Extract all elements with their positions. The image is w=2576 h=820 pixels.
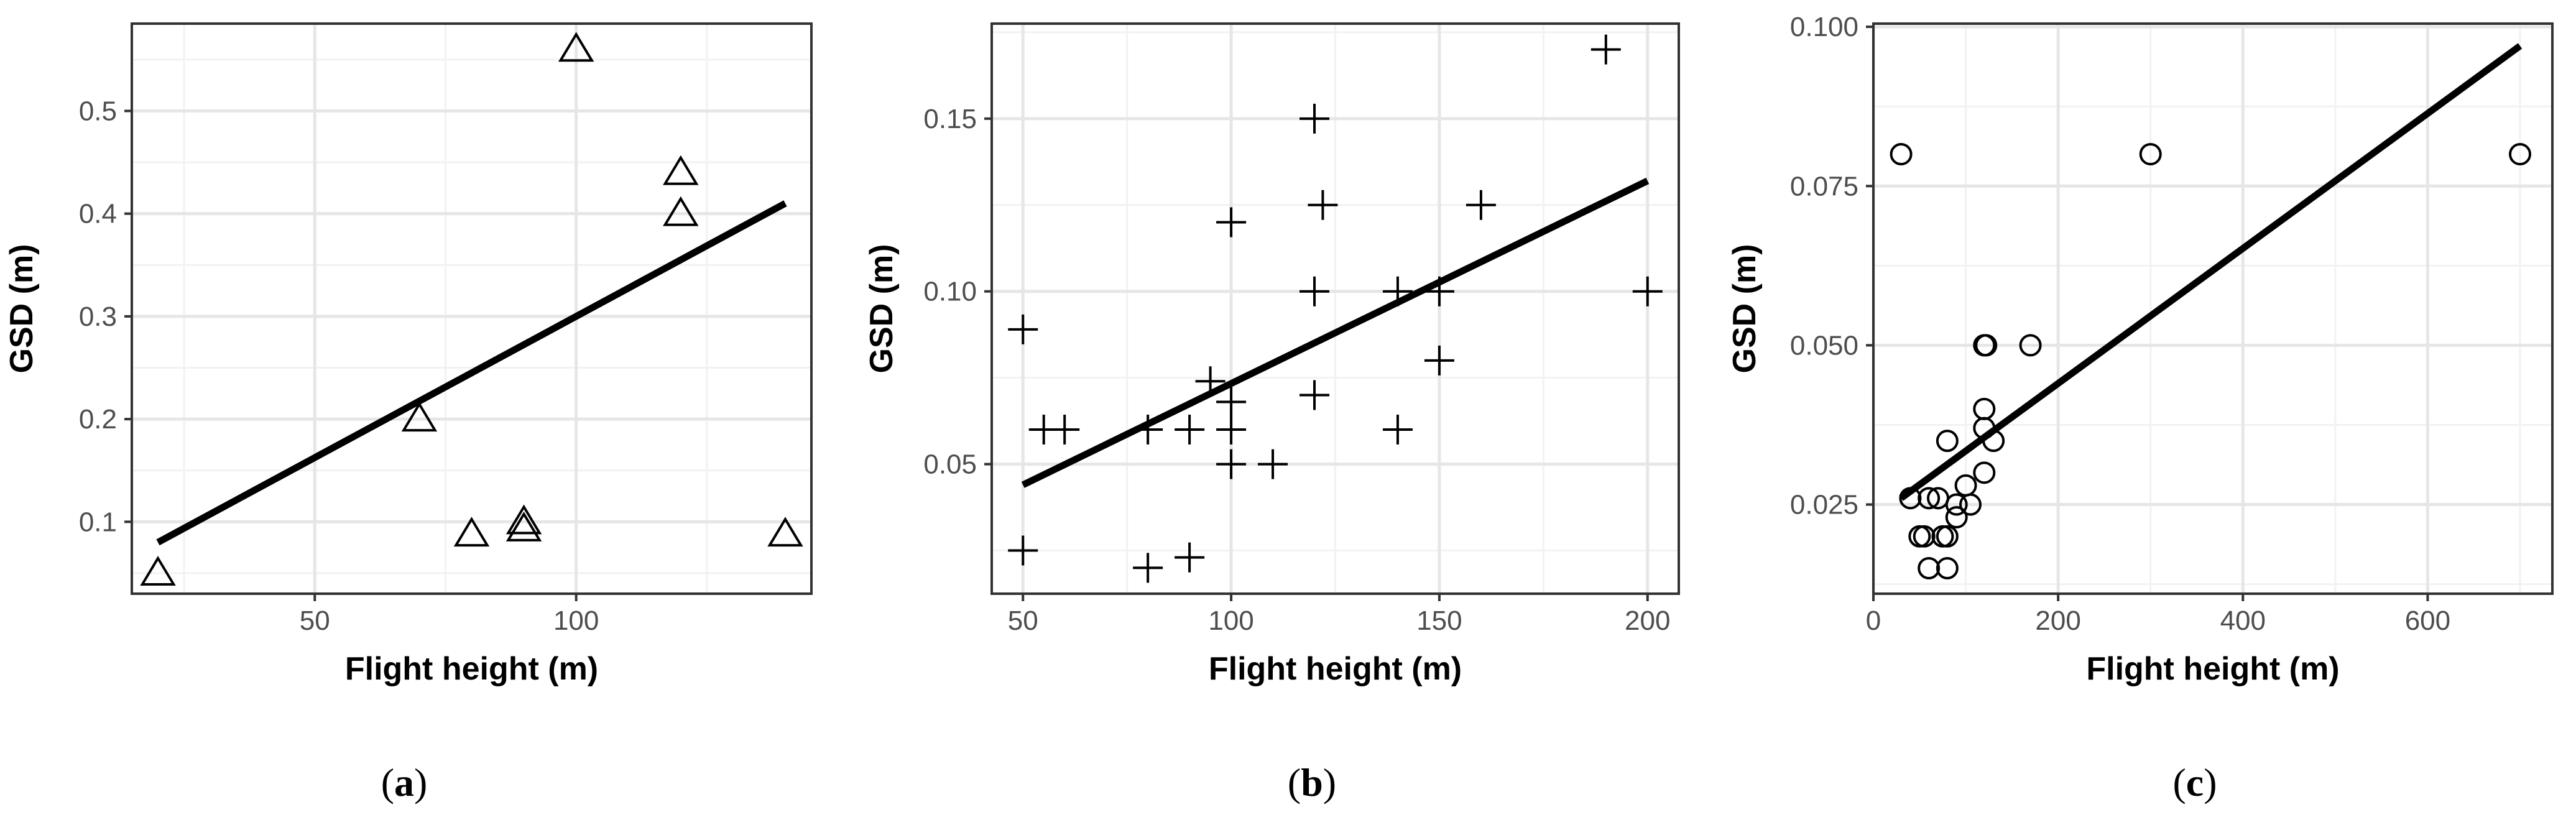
- y-tick-label: 0.10: [923, 277, 977, 307]
- data-point-circle: [1945, 506, 1968, 529]
- y-tick-label: 0.075: [1790, 171, 1858, 201]
- plot-frame: [990, 22, 1680, 595]
- x-tick-label: 150: [1416, 606, 1462, 636]
- panel-label: (c): [2172, 760, 2217, 804]
- x-tick-label: 200: [1625, 606, 1670, 636]
- data-point-triangle: [140, 556, 176, 586]
- data-point-triangle: [506, 512, 542, 541]
- data-point-plus: [1590, 34, 1621, 65]
- x-tick-label: 0: [1866, 606, 1881, 636]
- data-point-circle: [1918, 487, 1941, 510]
- data-point-triangle: [558, 32, 594, 62]
- data-point-plus: [1632, 276, 1663, 306]
- x-tick-label: 600: [2405, 606, 2450, 636]
- data-point-circle: [2139, 143, 2162, 166]
- data-point-plus: [1300, 103, 1330, 134]
- y-tick-label: 0.3: [79, 302, 117, 332]
- regression-line: [156, 200, 787, 546]
- data-point-plus: [1308, 190, 1338, 220]
- data-point-circle: [1973, 461, 1996, 484]
- data-point-circle: [1936, 525, 1959, 548]
- x-axis-title: Flight height (m): [2086, 651, 2339, 687]
- y-tick-label: 0.2: [79, 404, 117, 435]
- panel-label: (b): [1288, 760, 1336, 804]
- regression-line: [1021, 177, 1650, 488]
- data-point-plus: [1175, 542, 1205, 573]
- chart-panel-b: 50 100 150 200 0.05 0.10 0.15 Flight height (m)…: [864, 22, 1680, 804]
- data-point-circle: [1959, 493, 1982, 516]
- y-tick-label: 0.100: [1790, 12, 1858, 42]
- x-tick-label: 50: [1008, 606, 1038, 636]
- data-point-triangle: [663, 155, 699, 185]
- regression-line: [1899, 43, 2523, 501]
- chart-panel-c: 0 200 400 600 0.025 0.050 0.075 0.100 Flight hei…: [1727, 12, 2554, 804]
- data-point-plus: [1258, 449, 1288, 479]
- y-tick-label: 0.4: [79, 199, 117, 229]
- x-tick-label: 100: [1208, 606, 1253, 636]
- data-point-plus: [1424, 276, 1454, 306]
- x-axis-title: Flight height (m): [1209, 651, 1462, 687]
- y-tick-label: 0.05: [923, 449, 977, 480]
- plot-background: [1873, 24, 2552, 594]
- data-point-circle: [2509, 143, 2531, 166]
- data-point-plus: [1008, 314, 1038, 344]
- plot-frame: [131, 22, 813, 595]
- y-axis-title: GSD (m): [4, 244, 40, 374]
- data-point-triangle: [663, 196, 699, 226]
- plot-frame: [1872, 22, 2554, 595]
- data-point-triangle: [506, 504, 542, 535]
- y-tick-label: 0.15: [923, 104, 977, 134]
- data-point-plus: [1133, 415, 1163, 445]
- data-point-circle: [1899, 487, 1922, 510]
- data-point-plus: [1008, 535, 1038, 566]
- data-point-plus: [1133, 553, 1163, 583]
- data-point-plus: [1175, 415, 1205, 445]
- data-point-circle: [1890, 143, 1913, 166]
- data-point-circle: [1918, 557, 1941, 580]
- y-tick-label: 0.050: [1790, 330, 1858, 361]
- y-tick-label: 0.1: [79, 507, 117, 537]
- data-point-plus: [1466, 190, 1496, 220]
- x-tick-label: 400: [2220, 606, 2266, 636]
- data-point-circle: [1982, 430, 2005, 453]
- x-tick-label: 200: [2035, 606, 2080, 636]
- data-point-plus: [1050, 415, 1080, 445]
- data-point-circle: [1913, 525, 1936, 548]
- chart-panel-a: 50 100 0.1 0.2 0.3 0.4 0.5 Flight height (m) GSD…: [4, 22, 813, 804]
- y-axis-title: GSD (m): [864, 244, 900, 374]
- data-point-plus: [1216, 387, 1247, 417]
- data-point-plus: [1300, 380, 1330, 410]
- data-point-circle: [1945, 493, 1968, 516]
- y-tick-label: 0.025: [1790, 490, 1858, 520]
- y-tick-label: 0.5: [79, 96, 117, 126]
- data-point-triangle: [453, 517, 490, 547]
- data-point-plus: [1424, 345, 1454, 375]
- x-tick-label: 50: [300, 606, 330, 636]
- x-axis-title: Flight height (m): [345, 651, 598, 687]
- data-point-triangle: [767, 517, 803, 547]
- y-axis-title: GSD (m): [1727, 244, 1763, 374]
- data-point-circle: [1936, 557, 1959, 580]
- plot-background: [132, 24, 811, 594]
- data-point-plus: [1382, 276, 1413, 306]
- data-point-circle: [1936, 430, 1959, 453]
- data-point-triangle: [401, 402, 438, 432]
- x-tick-label: 100: [553, 606, 599, 636]
- data-point-plus: [1300, 276, 1330, 306]
- data-point-plus: [1216, 207, 1247, 237]
- data-point-plus: [1382, 415, 1413, 445]
- data-point-plus: [1216, 449, 1247, 479]
- data-point-circle: [2019, 334, 2042, 357]
- data-point-plus: [1195, 366, 1226, 397]
- data-point-circle: [1975, 334, 1998, 357]
- panel-label: (a): [381, 760, 428, 804]
- data-point-plus: [1216, 415, 1247, 445]
